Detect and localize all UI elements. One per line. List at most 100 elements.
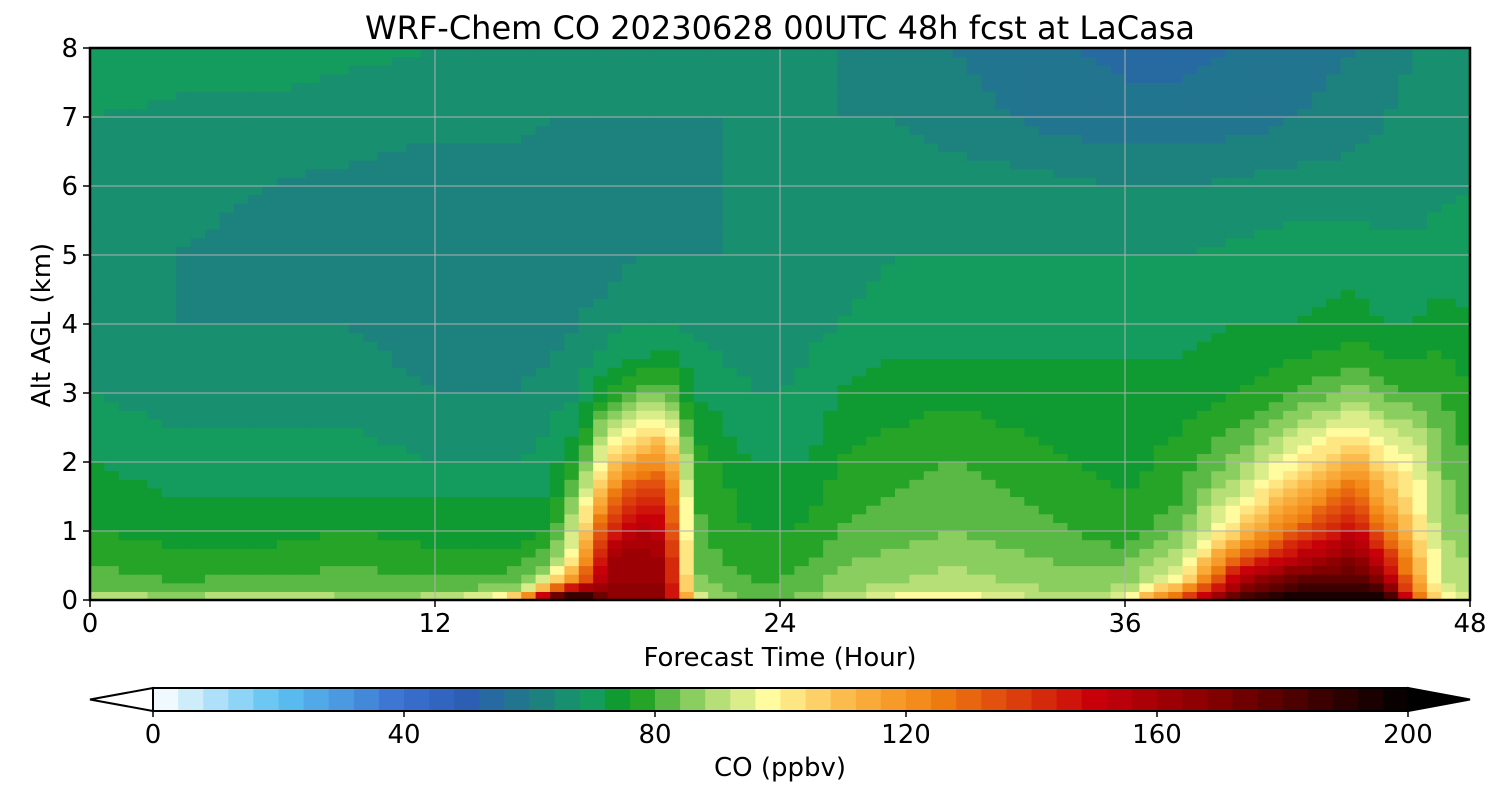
contour-cell [133, 401, 149, 411]
contour-cell [593, 332, 609, 342]
contour-cell [1168, 341, 1184, 351]
contour-cell [1455, 211, 1471, 222]
contour-cell [981, 298, 997, 308]
contour-cell [1225, 513, 1241, 523]
contour-cell [420, 591, 436, 601]
contour-cell [650, 401, 666, 411]
contour-cell [593, 280, 609, 291]
contour-cell [320, 548, 335, 558]
contour-cell [966, 237, 982, 247]
contour-cell [1096, 332, 1112, 342]
contour-cell [219, 272, 235, 282]
contour-cell [851, 298, 867, 308]
contour-cell [1182, 496, 1198, 506]
contour-cell [161, 255, 177, 265]
contour-cell [909, 211, 925, 222]
contour-cell [1311, 470, 1327, 480]
contour-cell [363, 393, 379, 403]
contour-cell [1081, 444, 1097, 454]
contour-cell [1096, 367, 1112, 377]
contour-cell [492, 479, 508, 489]
contour-cell [478, 548, 494, 558]
contour-cell [1383, 556, 1399, 567]
contour-cell [650, 574, 666, 584]
contour-cell [880, 289, 896, 299]
contour-cell [665, 194, 680, 204]
contour-cell [909, 151, 925, 161]
contour-cell [1355, 229, 1370, 239]
contour-cell [1110, 246, 1126, 256]
contour-cell [535, 375, 551, 385]
contour-cell [1038, 556, 1054, 567]
contour-cell [535, 367, 551, 377]
contour-cell [233, 203, 249, 213]
contour-cell [1426, 479, 1442, 489]
contour-cell [506, 220, 522, 230]
contour-cell [535, 168, 551, 178]
contour-cell [808, 375, 824, 385]
contour-cell [161, 582, 177, 592]
contour-cell [780, 574, 795, 584]
contour-cell [1412, 272, 1428, 282]
contour-cell [621, 160, 637, 170]
contour-cell [751, 151, 767, 161]
contour-cell [1096, 522, 1112, 532]
contour-cell [751, 341, 767, 351]
contour-cell [233, 349, 249, 360]
contour-cell [1139, 565, 1155, 575]
contour-cell [1311, 315, 1327, 325]
contour-cell [1125, 272, 1140, 282]
contour-cell [1110, 531, 1126, 541]
contour-cell [851, 168, 867, 178]
contour-cell [765, 556, 781, 567]
contour-cell [190, 263, 206, 273]
contour-cell [981, 531, 997, 541]
contour-cell [1153, 289, 1169, 299]
contour-cell [1168, 531, 1184, 541]
contour-cell [1283, 453, 1299, 463]
contour-cell [966, 341, 982, 351]
contour-cell [1412, 582, 1428, 592]
contour-cell [722, 418, 738, 429]
contour-cell [348, 315, 364, 325]
contour-cell [794, 574, 810, 584]
contour-cell [938, 582, 954, 592]
contour-cell [420, 220, 436, 230]
contour-cell [161, 358, 177, 368]
contour-cell [1067, 375, 1083, 385]
contour-cell [837, 531, 853, 541]
contour-cell [736, 531, 752, 541]
contour-cell [794, 349, 810, 360]
contour-cell [1297, 263, 1313, 273]
contour-cell [736, 177, 752, 187]
contour-cell [463, 479, 479, 489]
contour-cell [506, 349, 522, 360]
contour-cell [650, 203, 666, 213]
contour-cell [133, 298, 149, 308]
contour-cell [1168, 470, 1184, 480]
contour-cell [1211, 393, 1227, 403]
contour-cell [751, 462, 767, 472]
contour-cell [463, 280, 479, 291]
contour-cell [765, 462, 781, 472]
contour-cell [1010, 237, 1025, 247]
contour-cell [895, 565, 910, 575]
contour-cell [1369, 194, 1385, 204]
contour-cell [1139, 220, 1155, 230]
contour-cell [1225, 444, 1241, 454]
contour-cell [219, 410, 235, 420]
contour-cell [262, 341, 278, 351]
contour-cell [1340, 479, 1356, 489]
contour-cell [736, 418, 752, 429]
contour-cell [420, 522, 436, 532]
contour-cell [1369, 513, 1385, 523]
contour-cell [880, 393, 896, 403]
contour-cell [808, 203, 824, 213]
contour-cell [262, 582, 278, 592]
contour-cell [708, 341, 724, 351]
contour-cell [650, 194, 666, 204]
contour-cell [1398, 280, 1414, 291]
contour-cell [981, 220, 997, 230]
contour-cell [578, 211, 594, 222]
contour-cell [1412, 315, 1428, 325]
